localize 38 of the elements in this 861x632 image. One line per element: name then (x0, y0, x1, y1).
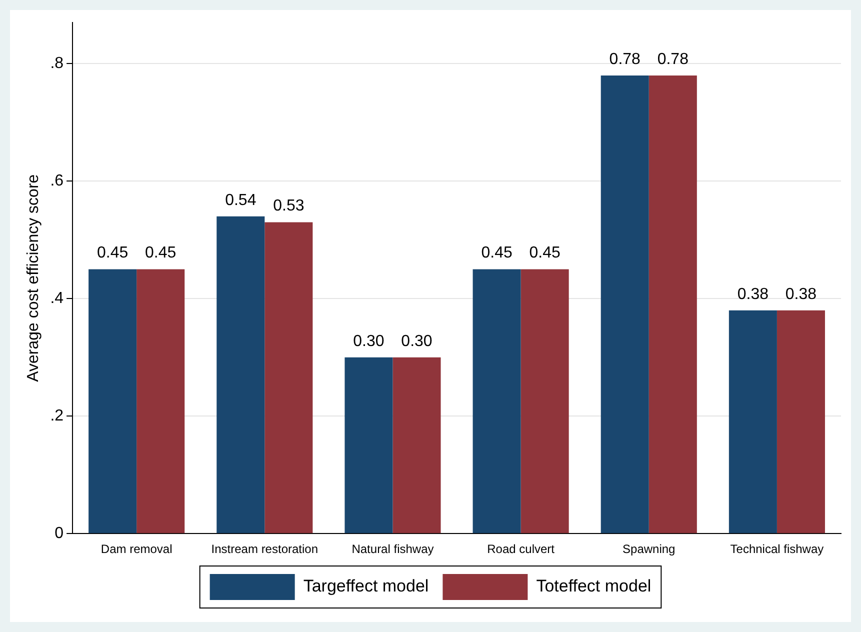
x-tick-label: Road culvert (487, 542, 556, 556)
x-tick-label: Dam removal (100, 542, 172, 556)
y-tick-label: .4 (50, 290, 64, 308)
bar (648, 75, 697, 534)
data-label: 0.53 (273, 198, 304, 215)
data-label: 0.45 (145, 244, 176, 262)
y-tick-label: .6 (50, 172, 64, 190)
data-label: 0.38 (785, 286, 817, 303)
data-label: 0.45 (481, 244, 512, 262)
bar (520, 269, 569, 534)
x-tick-label: Natural fishway (352, 542, 434, 556)
bar (392, 357, 441, 534)
legend-label: Targeffect model (303, 576, 429, 596)
y-tick-label: 0 (54, 525, 64, 542)
x-tick-label: Technical fishway (730, 542, 824, 556)
data-label: 0.30 (353, 332, 384, 350)
y-tick-label: .2 (50, 408, 64, 425)
bar (216, 216, 265, 534)
y-tick-label: .8 (50, 55, 64, 72)
bar (136, 269, 185, 534)
data-label: 0.78 (657, 50, 689, 68)
data-label: 0.45 (529, 244, 560, 262)
x-tick-label: Spawning (622, 542, 676, 556)
text: Toteffect model (536, 576, 652, 596)
bar (472, 269, 521, 534)
data-label: 0.78 (609, 50, 641, 68)
bar (600, 75, 649, 534)
bar (344, 357, 393, 534)
data-label: 0.30 (401, 332, 432, 350)
bar (728, 310, 777, 534)
bar (264, 222, 313, 534)
x-tick-label: Instream restoration (211, 542, 318, 556)
data-label: 0.54 (225, 192, 256, 209)
y-axis-title: Average cost efficiency score (25, 174, 42, 382)
bar (88, 269, 137, 534)
bar (776, 310, 825, 534)
data-label: 0.45 (96, 244, 128, 262)
data-label: 0.38 (737, 286, 769, 303)
